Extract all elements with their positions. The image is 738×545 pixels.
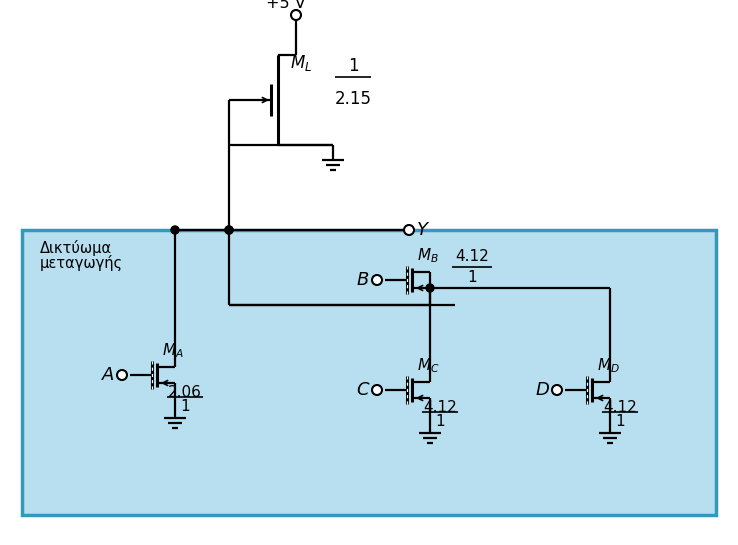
Circle shape [426,284,434,292]
Text: Y: Y [417,221,428,239]
Text: $M_D$: $M_D$ [597,356,620,375]
Circle shape [171,226,179,234]
Text: 4.12: 4.12 [423,400,457,415]
Text: D: D [535,381,549,399]
Circle shape [225,226,233,234]
Text: $M_A$: $M_A$ [162,341,184,360]
Text: 4.12: 4.12 [455,249,489,264]
FancyBboxPatch shape [22,230,716,515]
Text: 1: 1 [467,270,477,285]
Text: C: C [356,381,369,399]
Text: 2.15: 2.15 [334,90,371,108]
Text: 1: 1 [615,414,625,429]
Circle shape [117,370,127,380]
Circle shape [291,10,301,20]
Text: 4.12: 4.12 [603,400,637,415]
Text: 1: 1 [435,414,445,429]
Text: $M_C$: $M_C$ [417,356,440,375]
Circle shape [372,385,382,395]
Text: A: A [102,366,114,384]
Text: 1: 1 [180,399,190,414]
Circle shape [404,225,414,235]
Circle shape [225,226,233,234]
Text: 1: 1 [348,57,359,75]
Circle shape [552,385,562,395]
Text: Δικτύωμα: Δικτύωμα [40,240,112,256]
Text: +5 V: +5 V [266,0,306,11]
Text: μεταγωγής: μεταγωγής [40,255,123,271]
Text: $M_L$: $M_L$ [290,53,312,73]
Text: $M_B$: $M_B$ [417,246,439,265]
Text: B: B [356,271,369,289]
Circle shape [372,275,382,285]
Text: 2.06: 2.06 [168,385,202,400]
